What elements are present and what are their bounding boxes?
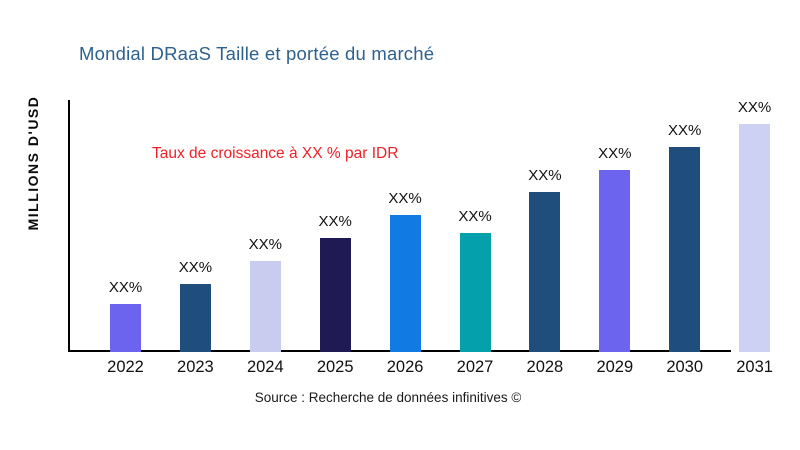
bar-2026 — [389, 215, 421, 352]
bar-2025 — [319, 238, 351, 352]
x-tick-label-2029: 2029 — [596, 358, 634, 376]
bar-2029 — [599, 170, 631, 352]
bar-value-label-2023: XX% — [178, 259, 213, 276]
bar-value-label-2030: XX% — [668, 122, 702, 139]
bar-value-label-2022: XX% — [108, 279, 143, 296]
x-tick-label-2026: 2026 — [386, 358, 424, 376]
x-tick-label-2023: 2023 — [177, 358, 214, 376]
bar-value-label-2026: XX% — [388, 190, 422, 207]
bar-value-label-2024: XX% — [248, 236, 282, 253]
x-tick-label-2022: 2022 — [107, 358, 144, 376]
bar-value-label-2028: XX% — [528, 167, 562, 184]
source-text: Source : Recherche de données infinitive… — [254, 390, 522, 405]
x-tick-label-2030: 2030 — [666, 358, 704, 376]
bar-2030 — [669, 147, 701, 352]
bar-2023 — [179, 284, 211, 352]
bar-value-label-2027: XX% — [458, 208, 492, 225]
bar-value-label-2029: XX% — [598, 145, 632, 162]
x-tick-label-2031: 2031 — [736, 358, 773, 376]
bar-value-label-2031: XX% — [737, 99, 772, 116]
x-tick-label-2024: 2024 — [246, 358, 284, 376]
chart-title: Mondial DRaaS Taille et portée du marché — [79, 43, 435, 64]
growth-rate-annotation: Taux de croissance à XX % par IDR — [152, 145, 399, 162]
bar-2027 — [459, 233, 491, 352]
bar-2024 — [249, 261, 281, 352]
bar-2022 — [110, 304, 141, 352]
y-axis-line — [68, 100, 70, 352]
x-tick-label-2027: 2027 — [456, 358, 494, 376]
bar-2031 — [739, 124, 771, 352]
y-axis-label: MILLIONS D'USD — [25, 95, 41, 231]
bar-value-label-2025: XX% — [318, 213, 352, 230]
x-tick-label-2028: 2028 — [526, 358, 564, 376]
x-tick-label-2025: 2025 — [316, 358, 354, 376]
bar-2028 — [529, 192, 561, 352]
